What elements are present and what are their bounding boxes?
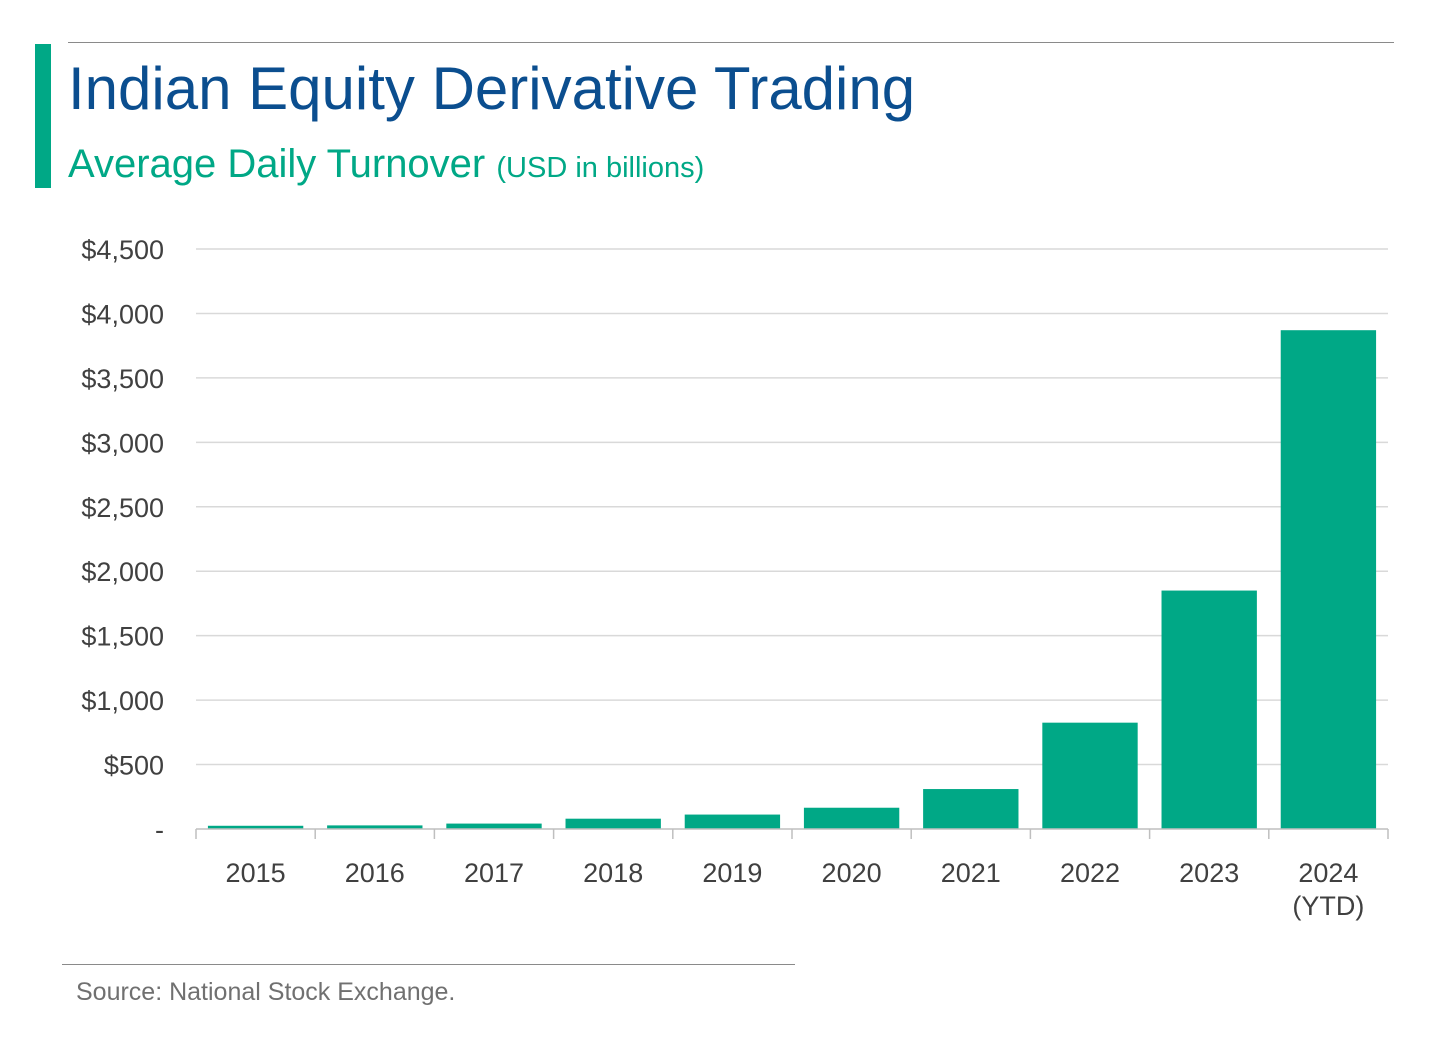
- bar-2021: [923, 789, 1019, 829]
- bar-2024: [1280, 330, 1377, 829]
- bar-chart: - $500 $1,000 $1,500 $2,000 $2,500 $3,000 $3,50…: [81, 235, 1389, 921]
- chart-subtitle: Average Daily Turnover (USD in billions): [68, 142, 704, 186]
- y-tick-label: $2,500: [81, 493, 164, 523]
- bar-2016: [327, 825, 423, 829]
- x-tick-label: 2023: [1179, 858, 1239, 888]
- y-tick-label: $500: [104, 751, 164, 781]
- source-divider: [62, 964, 795, 965]
- y-tick-label: $2,000: [81, 557, 164, 587]
- source-note: Source: National Stock Exchange.: [76, 978, 456, 1006]
- bar-2018: [565, 818, 661, 829]
- y-tick-label: $1,000: [81, 686, 164, 716]
- x-tick-label: 2017: [464, 858, 524, 888]
- x-tick-label: 2024 (YTD): [1292, 858, 1364, 921]
- bar-2019: [684, 814, 781, 829]
- y-tick-label: $3,500: [81, 364, 164, 394]
- title-accent-bar: [35, 44, 51, 188]
- y-tick-label: $1,500: [81, 622, 164, 652]
- y-tick-label: $3,000: [81, 428, 164, 458]
- bars: [207, 330, 1377, 829]
- bar-2022: [1042, 722, 1138, 829]
- bar-2015: [207, 825, 304, 829]
- y-tick-label: -: [155, 815, 164, 845]
- y-tick-label: $4,500: [81, 235, 164, 265]
- top-divider: [68, 42, 1394, 43]
- subtitle-text: Average Daily Turnover: [68, 142, 486, 186]
- subtitle-units: (USD in billions): [496, 152, 705, 184]
- x-axis: [195, 828, 1389, 839]
- x-tick-label: 2020: [822, 858, 882, 888]
- bar-2017: [446, 823, 542, 829]
- x-tick-label: 2015: [226, 858, 286, 888]
- bar-2020: [803, 807, 900, 829]
- x-tick-label: 2018: [583, 858, 643, 888]
- x-axis-tick-labels: 2015 2016 2017 2018 2019 2020 2021 2022 2023 2024…: [226, 858, 1365, 921]
- x-tick-label: 2021: [941, 858, 1001, 888]
- x-tick-label: 2016: [345, 858, 405, 888]
- y-axis-tick-labels: - $500 $1,000 $1,500 $2,000 $2,500 $3,000 $3,50…: [81, 235, 164, 845]
- x-tick-label: 2022: [1060, 858, 1120, 888]
- chart-title: Indian Equity Derivative Trading: [68, 55, 916, 122]
- x-tick-label: 2019: [702, 858, 762, 888]
- bar-2023: [1161, 590, 1257, 829]
- y-tick-label: $4,000: [81, 299, 164, 329]
